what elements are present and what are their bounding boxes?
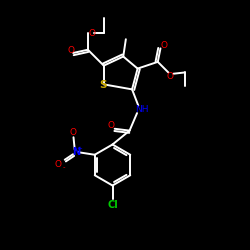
Text: S: S xyxy=(99,80,106,90)
Text: Cl: Cl xyxy=(107,200,118,210)
Text: +: + xyxy=(76,146,82,152)
Text: -: - xyxy=(62,164,65,170)
Text: NH: NH xyxy=(135,105,149,114)
Text: O: O xyxy=(70,128,77,137)
Text: O: O xyxy=(67,46,74,55)
Text: O: O xyxy=(55,160,62,169)
Text: N: N xyxy=(72,147,80,157)
Text: O: O xyxy=(166,72,173,82)
Text: O: O xyxy=(108,121,114,130)
Text: O: O xyxy=(161,42,168,50)
Text: O: O xyxy=(89,29,96,38)
